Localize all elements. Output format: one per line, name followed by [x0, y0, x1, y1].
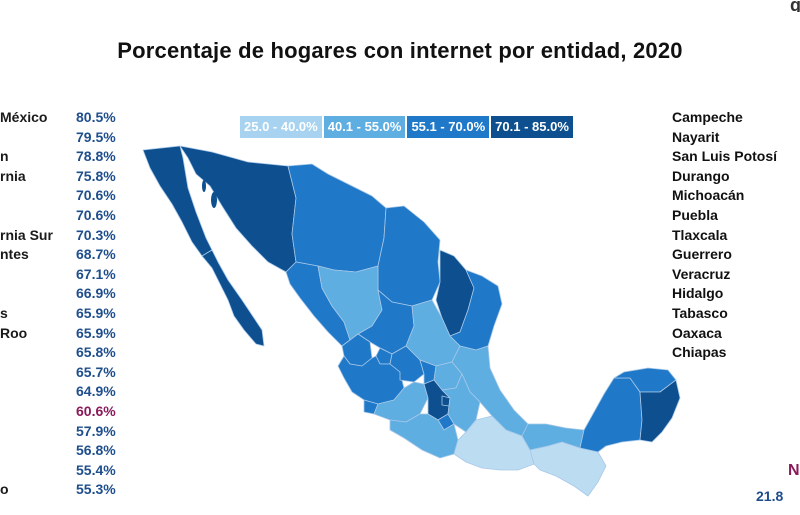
left-value-1: 80.5%: [76, 109, 116, 125]
left-value-3: 78.8%: [76, 148, 116, 165]
legend-class-4: 70.1 - 85.0%: [491, 116, 573, 138]
left-name-12: Roo: [0, 324, 28, 341]
left-ranking-values: 80.5% 79.5% 78.8% 75.8% 70.6% 70.6% 70.3…: [76, 108, 132, 500]
left-name-7: rnia Sur: [0, 226, 53, 243]
left-value-20: 55.3%: [76, 481, 116, 498]
state-baja-california-sur: Baja California Sur: [201, 249, 265, 347]
state-chihuahua: Chihuahua: [287, 163, 387, 273]
right-name-10: Hidalgo: [672, 285, 724, 302]
right-name-5: Michoacán: [672, 187, 745, 204]
left-value-9: 67.1%: [76, 265, 116, 282]
right-name-2: Nayarit: [672, 128, 720, 145]
left-ranking-names: México n rnia rnia Sur ntes s Roo o: [0, 108, 80, 508]
state-coahuila: Coahuila: [377, 205, 441, 307]
national-label-fragment: N: [788, 462, 800, 479]
map-title: Porcentaje de hogares con internet por e…: [117, 38, 683, 63]
right-name-4: Durango: [672, 167, 730, 184]
left-value-19: 55.4%: [76, 461, 116, 478]
right-name-12: Oaxaca: [672, 324, 722, 341]
island-tiburon: [211, 192, 217, 208]
left-value-2: 79.5%: [76, 128, 116, 145]
island-angel-de-la-guarda: [202, 180, 206, 192]
left-name-8: ntes: [0, 246, 29, 263]
left-value-5: 70.6%: [76, 187, 116, 204]
legend-class-3: 55.1 - 70.0%: [407, 116, 490, 138]
left-name-3: n: [0, 148, 9, 165]
right-name-9: Veracruz: [672, 265, 731, 282]
left-value-14: 65.7%: [76, 363, 116, 380]
left-name-1: México: [0, 109, 48, 125]
state-guerrero: Guerrero: [389, 413, 459, 459]
state-quintana-roo: Quintana Roo: [639, 379, 681, 443]
left-name-11: s: [0, 304, 8, 321]
left-value-7: 70.3%: [76, 226, 116, 243]
corner-logo-fragment: g: [790, 0, 800, 12]
right-ranking-names: Campeche Nayarit San Luis Potosí Durango…: [672, 108, 800, 363]
left-value-4: 75.8%: [76, 167, 116, 184]
right-name-13: Chiapas: [672, 344, 727, 361]
left-value-18: 56.8%: [76, 442, 116, 459]
state-sonora: Sonora: [179, 145, 297, 273]
left-value-6: 70.6%: [76, 206, 116, 223]
left-value-12: 65.9%: [76, 324, 116, 341]
national-value-fragment: 21.8: [756, 488, 784, 504]
right-name-7: Tlaxcala: [672, 226, 728, 243]
state-campeche: Campeche: [579, 377, 643, 453]
legend-class-2: 40.1 - 55.0%: [323, 116, 406, 138]
right-name-1: Campeche: [672, 109, 743, 125]
right-name-3: San Luis Potosí: [672, 148, 778, 165]
left-value-10: 66.9%: [76, 285, 116, 302]
right-name-11: Tabasco: [672, 304, 728, 321]
legend-class-1: 25.0 - 40.0%: [240, 116, 322, 138]
right-name-6: Puebla: [672, 206, 718, 223]
left-value-11: 65.9%: [76, 304, 116, 321]
left-value-8: 68.7%: [76, 246, 116, 263]
right-name-8: Guerrero: [672, 246, 732, 263]
left-value-13: 65.8%: [76, 344, 116, 361]
left-name-20: o: [0, 481, 9, 498]
left-value-15: 64.9%: [76, 383, 116, 400]
left-name-4: rnia: [0, 167, 26, 184]
left-value-16-highlight: 60.6%: [76, 402, 116, 419]
map-legend: 25.0 - 40.0% 40.1 - 55.0% 55.1 - 70.0% 7…: [240, 116, 575, 138]
gulf-islands: [202, 180, 217, 208]
left-value-17: 57.9%: [76, 422, 116, 439]
